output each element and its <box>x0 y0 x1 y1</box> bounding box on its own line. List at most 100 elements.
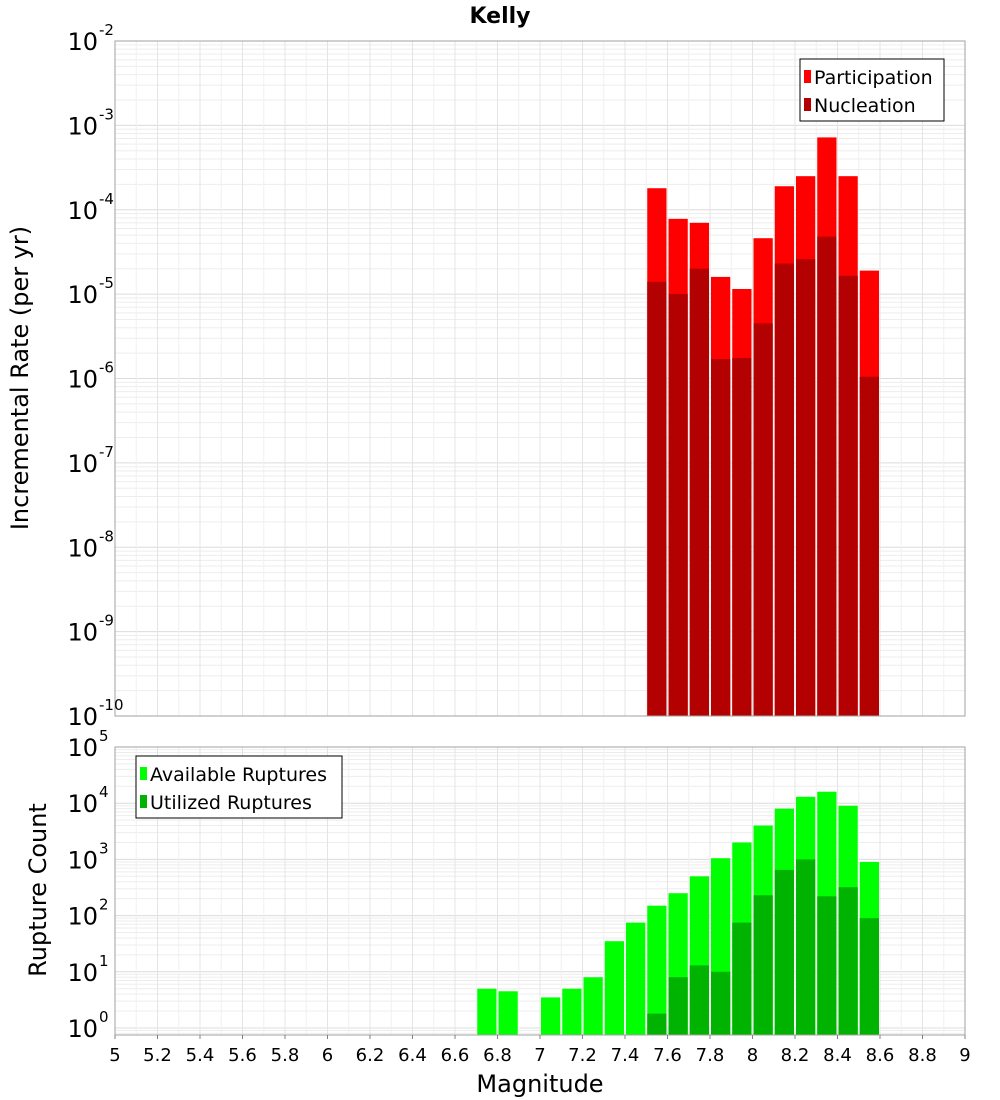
y-tick-base: 10 <box>67 281 98 309</box>
bar <box>859 376 879 716</box>
y-tick-label: 10 -7 <box>67 443 114 478</box>
x-tick-label: 6.2 <box>356 1045 385 1066</box>
y-tick-exponent: 2 <box>99 896 109 914</box>
legend-box <box>799 58 945 122</box>
y-tick-label: 10 0 <box>67 1008 108 1043</box>
y-tick-base: 10 <box>67 846 98 874</box>
bar <box>626 922 646 1035</box>
y-tick-exponent: 5 <box>99 727 109 745</box>
x-tick-label: 8.2 <box>781 1045 810 1066</box>
bar <box>668 977 688 1035</box>
bar <box>711 971 731 1035</box>
x-tick-label: 6.4 <box>398 1045 427 1066</box>
y-tick-exponent: -4 <box>99 190 114 208</box>
plot-frame <box>114 40 966 717</box>
y-tick-base: 10 <box>67 450 98 478</box>
y-tick-label: 10 -10 <box>67 696 123 731</box>
legend: Participation Nucleation <box>799 58 945 122</box>
bar <box>753 323 773 716</box>
bar <box>498 991 518 1035</box>
bar <box>541 997 561 1035</box>
y-tick-label: 10 -8 <box>67 527 114 562</box>
legend-box <box>135 755 343 819</box>
x-tick-label: 7.4 <box>611 1045 640 1066</box>
bar <box>817 896 837 1035</box>
x-tick-label: 6.8 <box>483 1045 512 1066</box>
x-tick-label: 5.4 <box>186 1045 215 1066</box>
y-tick-label: 10 -5 <box>67 274 114 309</box>
x-tick-label: 5.6 <box>228 1045 257 1066</box>
y-tick-base: 10 <box>67 1015 98 1043</box>
x-tick-label: 8.8 <box>908 1045 937 1066</box>
y-tick-label: 10 1 <box>67 952 108 987</box>
bar <box>583 977 603 1035</box>
x-tick-label: 7 <box>534 1045 545 1066</box>
y-tick-exponent: -3 <box>99 105 114 123</box>
bar <box>796 259 816 716</box>
bar <box>732 357 752 716</box>
x-tick-labels: 5 5.2 5.4 5.6 5.8 6 6.2 6.4 6.6 6.8 7 7.2 7.4 7.6 7.8 8… <box>109 1035 971 1066</box>
bar <box>647 1013 667 1035</box>
y-tick-label: 10 5 <box>67 727 108 762</box>
legend-swatch <box>140 795 147 808</box>
bar <box>838 275 858 716</box>
bar <box>668 294 688 716</box>
y-tick-exponent: -5 <box>99 274 114 292</box>
x-tick-label: 7.8 <box>696 1045 725 1066</box>
y-tick-label: 10 2 <box>67 896 108 931</box>
y-tick-exponent: 4 <box>99 783 109 801</box>
bar <box>689 965 709 1035</box>
legend-swatch <box>804 98 811 111</box>
y-tick-exponent: 3 <box>99 839 109 857</box>
series-utilized-ruptures <box>647 859 879 1035</box>
bar <box>859 918 879 1035</box>
bar <box>689 268 709 716</box>
y-tick-base: 10 <box>67 112 98 140</box>
y-tick-label: 10 -4 <box>67 190 114 225</box>
bar <box>732 922 752 1035</box>
y-tick-label: 10 -3 <box>67 105 114 140</box>
rupture-count-panel: 10 010 110 210 310 410 55 5.2 5.4 5.6 5.8 6 6.2 6.4 6.… <box>67 727 970 1066</box>
y-tick-base: 10 <box>67 28 98 56</box>
y-tick-base: 10 <box>67 534 98 562</box>
bars <box>477 791 879 1035</box>
bar <box>774 263 794 716</box>
y-tick-label: 10 -9 <box>67 612 114 647</box>
y-tick-exponent: -9 <box>99 612 114 630</box>
y-tick-base: 10 <box>67 903 98 931</box>
x-tick-label: 5.2 <box>143 1045 172 1066</box>
x-tick-label: 6.6 <box>441 1045 470 1066</box>
bar <box>711 359 731 716</box>
x-tick-label: 5 <box>109 1045 120 1066</box>
x-tick-label: 8.6 <box>866 1045 895 1066</box>
legend-label: Nucleation <box>814 95 916 117</box>
y-tick-base: 10 <box>67 366 98 394</box>
x-tick-label: 9 <box>959 1045 970 1066</box>
bar <box>604 941 624 1035</box>
y-tick-base: 10 <box>67 734 98 762</box>
bar <box>774 869 794 1035</box>
grid <box>114 41 966 716</box>
y-tick-exponent: -10 <box>99 696 124 714</box>
y-tick-exponent: -7 <box>99 443 114 461</box>
y-tick-exponent: 0 <box>99 1008 109 1026</box>
top-y-axis-label: Incremental Rate (per yr) <box>6 226 34 530</box>
bars <box>647 137 879 717</box>
x-axis-label: Magnitude <box>476 1070 603 1098</box>
bar <box>647 281 667 716</box>
bar <box>838 887 858 1035</box>
y-tick-label: 10 -6 <box>67 359 114 394</box>
y-tick-base: 10 <box>67 619 98 647</box>
x-tick-label: 7.2 <box>568 1045 597 1066</box>
y-tick-exponent: 1 <box>99 952 109 970</box>
y-tick-exponent: -2 <box>99 21 114 39</box>
x-tick-label: 6 <box>322 1045 333 1066</box>
legend-swatch <box>804 70 811 83</box>
y-tick-exponent: -8 <box>99 527 114 545</box>
bar <box>817 236 837 716</box>
bar <box>647 905 667 1035</box>
bottom-y-axis-label: Rupture Count <box>24 803 52 977</box>
